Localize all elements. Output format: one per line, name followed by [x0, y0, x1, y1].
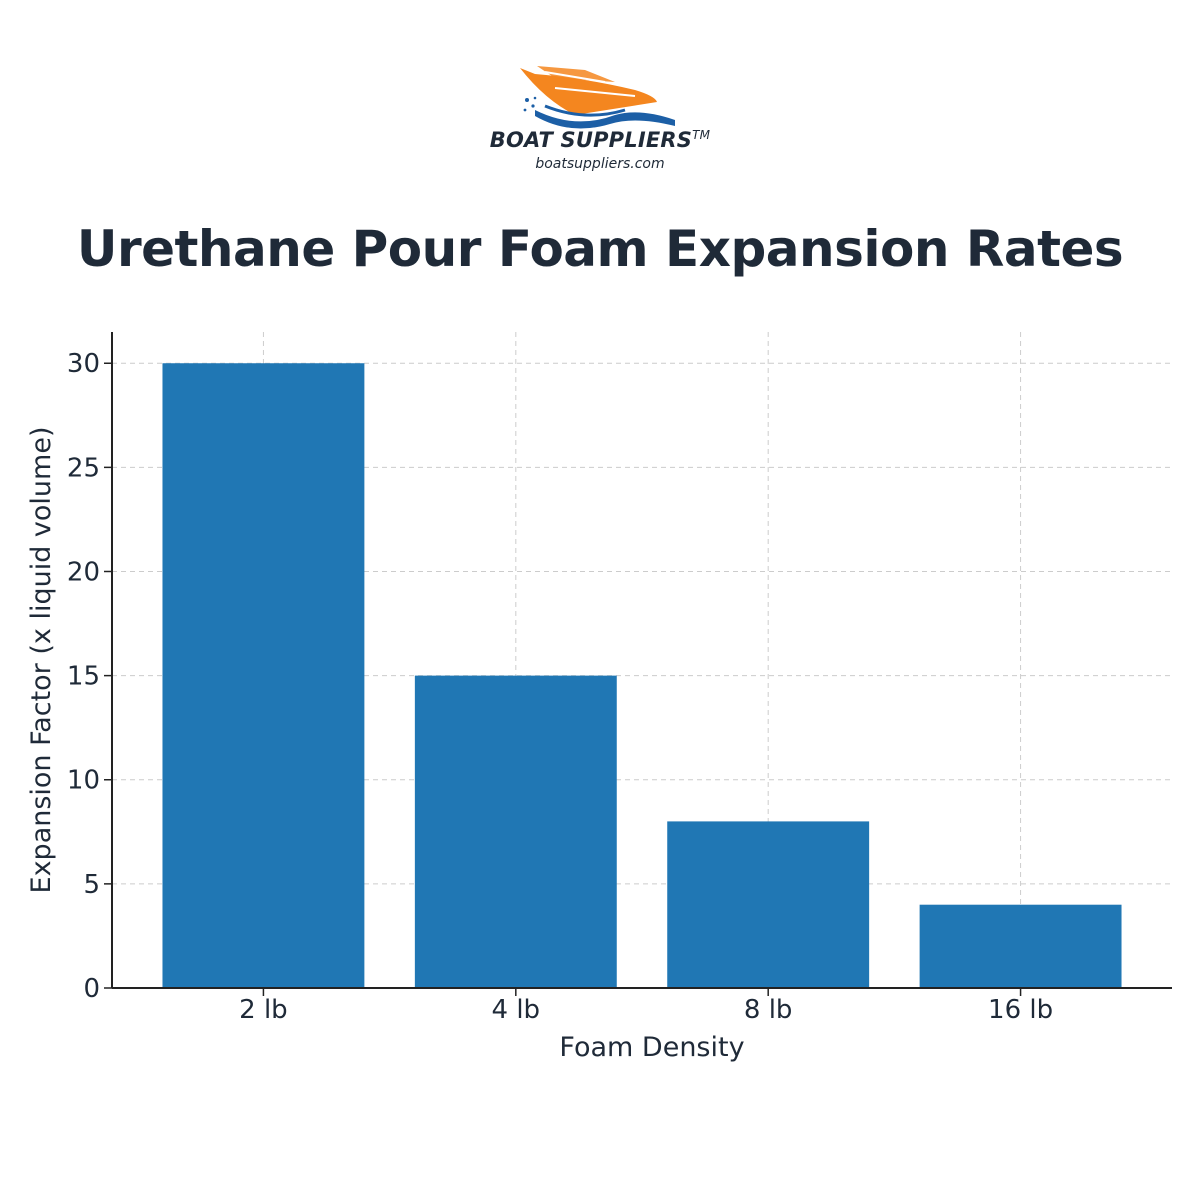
bar-2-lb [162, 363, 365, 988]
axes-layer [104, 332, 1172, 996]
boat-logo-icon [520, 66, 675, 129]
bar-4-lb [414, 675, 617, 988]
brand-url: boatsuppliers.com [535, 156, 665, 172]
y-tick-label: 25 [67, 453, 100, 483]
y-tick-label: 15 [67, 662, 100, 692]
bar-16-lb [919, 904, 1122, 988]
x-tick-label: 2 lb [239, 995, 288, 1025]
x-tick-label: 4 lb [492, 995, 541, 1025]
y-tick-label: 30 [67, 349, 100, 379]
brand-name: BOAT SUPPLIERSTM [470, 128, 730, 152]
chart-title: Urethane Pour Foam Expansion Rates [76, 220, 1124, 278]
y-axis-label: Expansion Factor (x liquid volume) [26, 427, 57, 894]
brand-trademark: TM [692, 128, 711, 142]
brand-logo: BOAT SUPPLIERSTM boatsuppliers.com [470, 60, 730, 180]
bars-layer [162, 363, 1122, 988]
labels-layer: 0 5 10 15 20 25 30 2 lb 4 lb 8 lb 16 lb Foam Densit… [26, 349, 1053, 1063]
bar-8-lb [667, 821, 870, 988]
y-tick-label: 5 [83, 870, 100, 900]
y-tick-label: 20 [67, 557, 100, 587]
y-tick-label: 10 [67, 766, 100, 796]
x-tick-label: 16 lb [988, 995, 1053, 1025]
x-axis-label: Foam Density [559, 1032, 744, 1063]
brand-name-text: BOAT SUPPLIERS [489, 128, 693, 152]
y-tick-label: 0 [83, 974, 100, 1004]
x-tick-label: 8 lb [744, 995, 793, 1025]
